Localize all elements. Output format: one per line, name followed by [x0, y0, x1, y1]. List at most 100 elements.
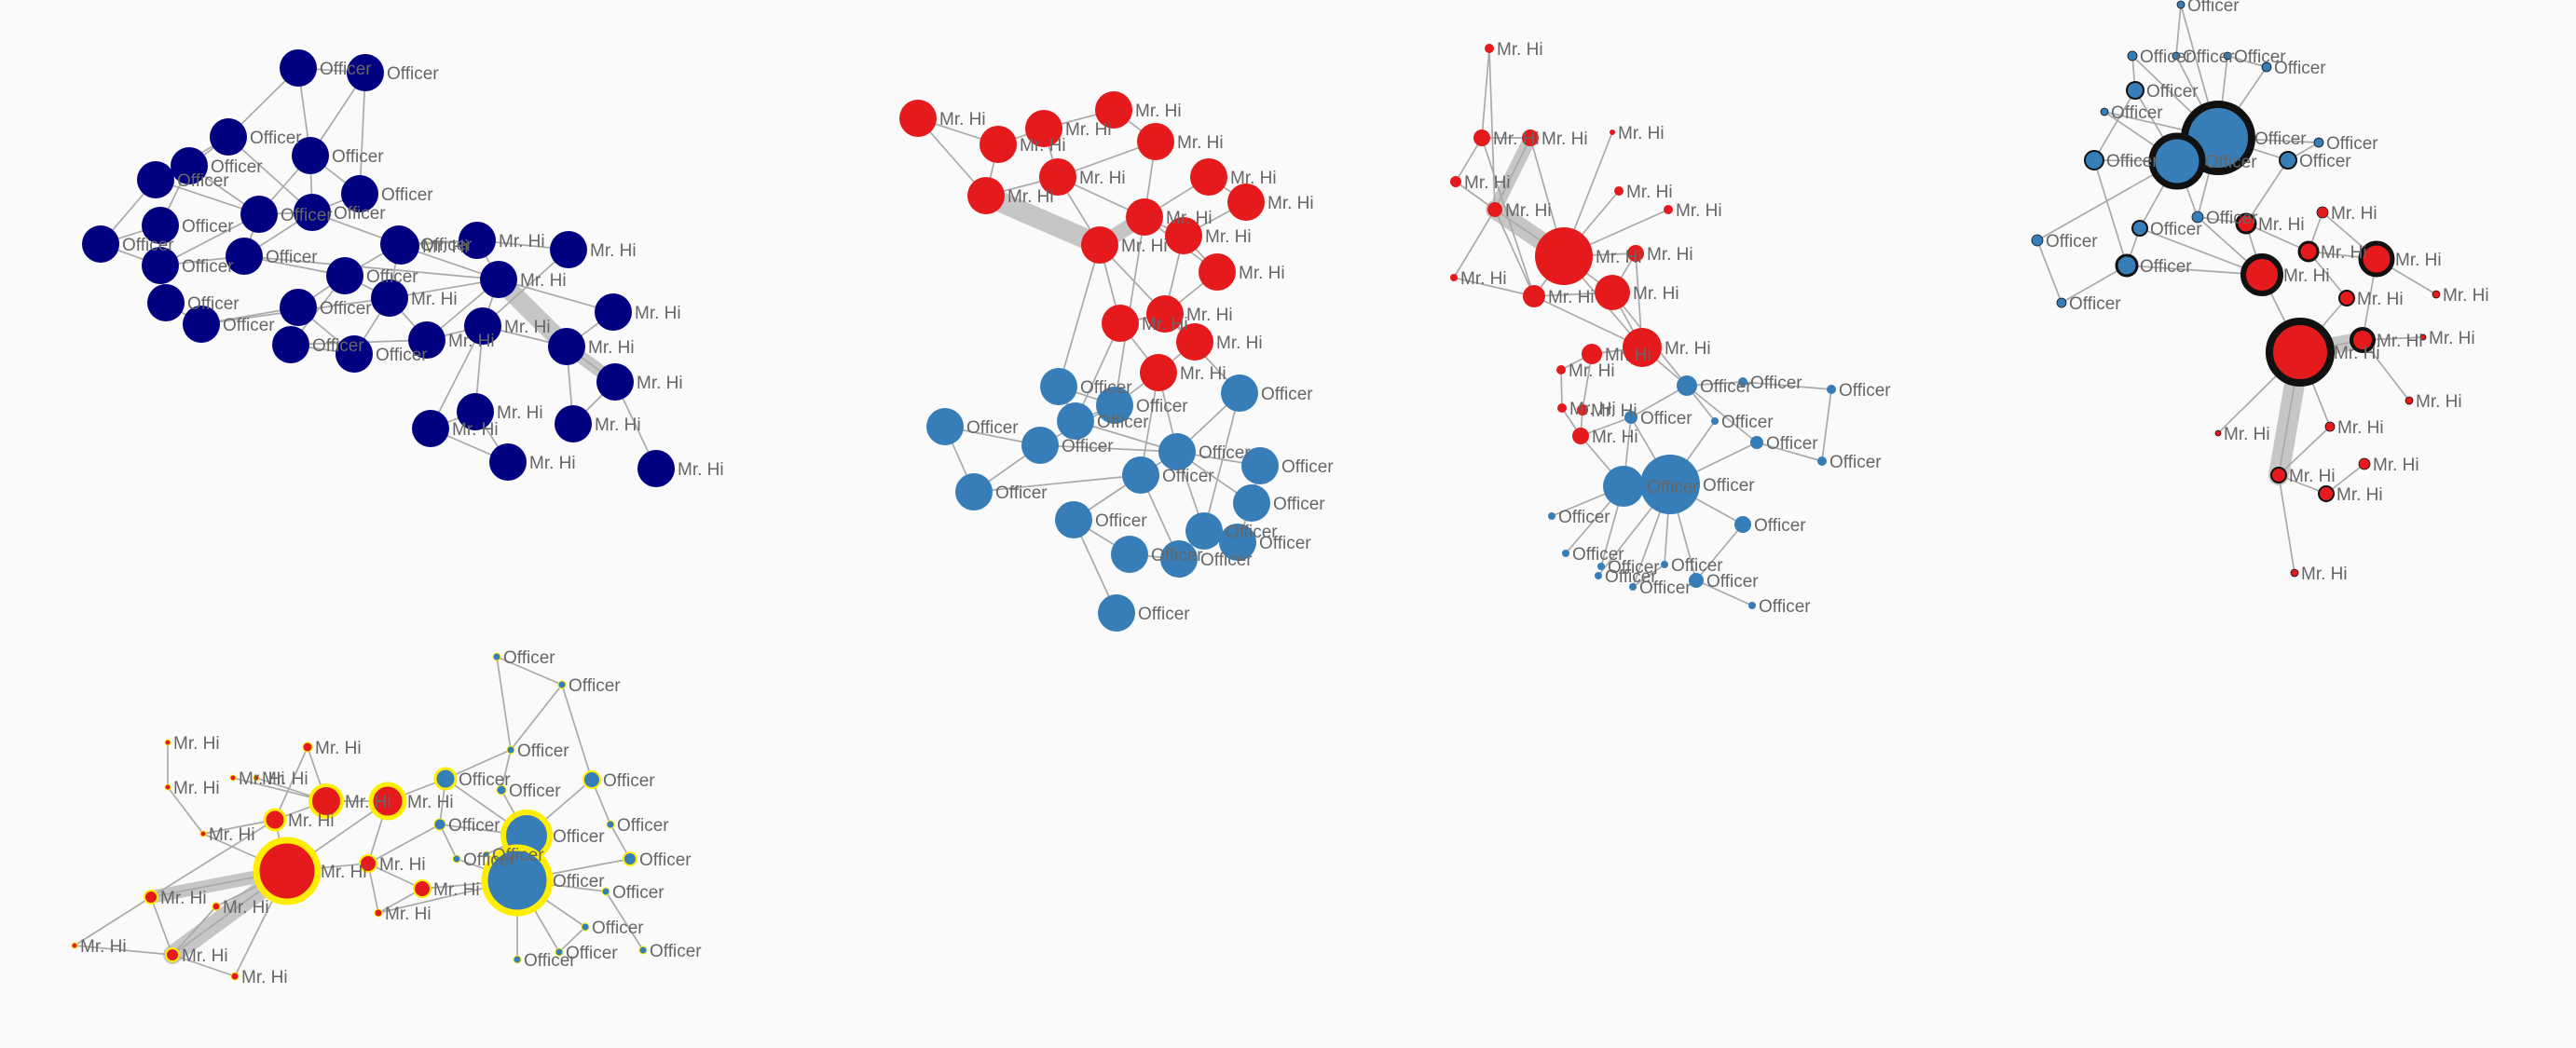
- mr-hi-node[interactable]: [1614, 186, 1624, 196]
- officer-node[interactable]: [171, 147, 208, 184]
- mr-hi-node[interactable]: [1522, 129, 1539, 146]
- officer-node[interactable]: [1057, 402, 1094, 440]
- mr-hi-node[interactable]: [359, 854, 377, 873]
- officer-node[interactable]: [1689, 573, 1704, 588]
- mr-hi-node[interactable]: [1165, 217, 1202, 254]
- officer-node[interactable]: [433, 818, 446, 831]
- officer-node[interactable]: [1595, 572, 1602, 579]
- mr-hi-node[interactable]: [1450, 176, 1461, 187]
- officer-node[interactable]: [1597, 563, 1605, 570]
- mr-hi-node[interactable]: [1227, 184, 1265, 221]
- officer-node[interactable]: [1160, 540, 1198, 578]
- mr-hi-node[interactable]: [1146, 295, 1184, 333]
- mr-hi-node[interactable]: [308, 783, 344, 819]
- mr-hi-node[interactable]: [459, 222, 496, 259]
- mr-hi-node[interactable]: [229, 774, 237, 782]
- mr-hi-node[interactable]: [212, 902, 221, 911]
- officer-node[interactable]: [2127, 50, 2138, 61]
- mr-hi-node[interactable]: [595, 293, 632, 331]
- mr-hi-node[interactable]: [980, 126, 1017, 163]
- mr-hi-node[interactable]: [2235, 212, 2257, 235]
- mr-hi-node[interactable]: [302, 742, 313, 753]
- officer-node[interactable]: [513, 955, 522, 964]
- mr-hi-node[interactable]: [1137, 123, 1174, 160]
- officer-node[interactable]: [2056, 297, 2067, 308]
- mr-hi-node[interactable]: [2316, 206, 2329, 219]
- officer-node[interactable]: [638, 946, 648, 955]
- mr-hi-node[interactable]: [382, 227, 419, 265]
- mr-hi-node[interactable]: [164, 783, 171, 791]
- officer-node[interactable]: [2261, 61, 2272, 73]
- mr-hi-node[interactable]: [2358, 457, 2371, 470]
- mr-hi-node[interactable]: [464, 307, 501, 345]
- officer-node[interactable]: [183, 306, 220, 343]
- officer-node[interactable]: [147, 284, 185, 321]
- mr-hi-node[interactable]: [1664, 205, 1673, 214]
- mr-hi-node[interactable]: [2405, 396, 2414, 405]
- officer-node[interactable]: [1827, 385, 1836, 394]
- officer-node[interactable]: [142, 247, 179, 284]
- mr-hi-node[interactable]: [1039, 158, 1076, 196]
- mr-hi-node[interactable]: [408, 321, 445, 359]
- mr-hi-node[interactable]: [164, 739, 171, 746]
- mr-hi-node[interactable]: [548, 328, 585, 365]
- officer-node[interactable]: [347, 54, 384, 91]
- mr-hi-node[interactable]: [1095, 91, 1132, 129]
- mr-hi-node[interactable]: [1556, 365, 1566, 374]
- officer-node[interactable]: [226, 238, 263, 275]
- officer-node[interactable]: [2279, 151, 2297, 170]
- officer-node[interactable]: [1219, 524, 1256, 561]
- mr-hi-node[interactable]: [2270, 467, 2287, 483]
- officer-node[interactable]: [582, 770, 601, 789]
- mr-hi-node[interactable]: [374, 908, 383, 918]
- officer-node[interactable]: [2223, 51, 2232, 61]
- mr-hi-node[interactable]: [263, 808, 287, 832]
- mr-hi-node[interactable]: [1577, 404, 1588, 415]
- officer-node[interactable]: [623, 851, 637, 866]
- officer-node[interactable]: [1734, 516, 1751, 533]
- mr-hi-node[interactable]: [555, 405, 592, 442]
- mr-hi-node[interactable]: [1473, 129, 1490, 146]
- officer-node[interactable]: [1748, 602, 1756, 609]
- officer-node[interactable]: [1738, 377, 1747, 387]
- mr-hi-node[interactable]: [550, 231, 587, 268]
- mr-hi-node[interactable]: [637, 450, 675, 487]
- officer-node[interactable]: [555, 947, 564, 957]
- officer-node[interactable]: [452, 854, 461, 864]
- mr-hi-node[interactable]: [1140, 354, 1177, 391]
- officer-node[interactable]: [326, 257, 363, 294]
- mr-hi-node[interactable]: [2266, 318, 2335, 387]
- officer-node[interactable]: [1096, 387, 1133, 424]
- officer-node[interactable]: [142, 207, 179, 244]
- officer-node[interactable]: [137, 161, 174, 198]
- mr-hi-node[interactable]: [2324, 421, 2336, 432]
- mr-hi-node[interactable]: [2358, 240, 2395, 278]
- mr-hi-node[interactable]: [2350, 327, 2376, 353]
- officer-node[interactable]: [1661, 561, 1668, 568]
- mr-hi-node[interactable]: [412, 410, 449, 447]
- officer-node[interactable]: [2148, 132, 2206, 190]
- mr-hi-node[interactable]: [1126, 198, 1163, 236]
- mr-hi-node[interactable]: [1190, 158, 1227, 196]
- mr-hi-node[interactable]: [1523, 285, 1545, 307]
- mr-hi-node[interactable]: [2419, 333, 2427, 341]
- mr-hi-node[interactable]: [489, 443, 527, 481]
- officer-node[interactable]: [280, 289, 317, 326]
- officer-node[interactable]: [1221, 374, 1258, 412]
- officer-node[interactable]: [294, 194, 331, 231]
- officer-node[interactable]: [1624, 411, 1637, 424]
- mr-hi-node[interactable]: [1025, 110, 1062, 147]
- officer-node[interactable]: [1098, 594, 1135, 632]
- mr-hi-node[interactable]: [1572, 428, 1589, 444]
- mr-hi-node[interactable]: [368, 782, 407, 821]
- officer-node[interactable]: [496, 784, 507, 796]
- mr-hi-node[interactable]: [1582, 344, 1602, 364]
- mr-hi-node[interactable]: [899, 100, 937, 137]
- officer-node[interactable]: [955, 473, 993, 510]
- officer-node[interactable]: [481, 844, 554, 917]
- officer-node[interactable]: [2176, 0, 2185, 9]
- mr-hi-node[interactable]: [2240, 253, 2283, 296]
- officer-node[interactable]: [1021, 427, 1059, 464]
- officer-node[interactable]: [557, 680, 567, 689]
- officer-node[interactable]: [1817, 456, 1827, 466]
